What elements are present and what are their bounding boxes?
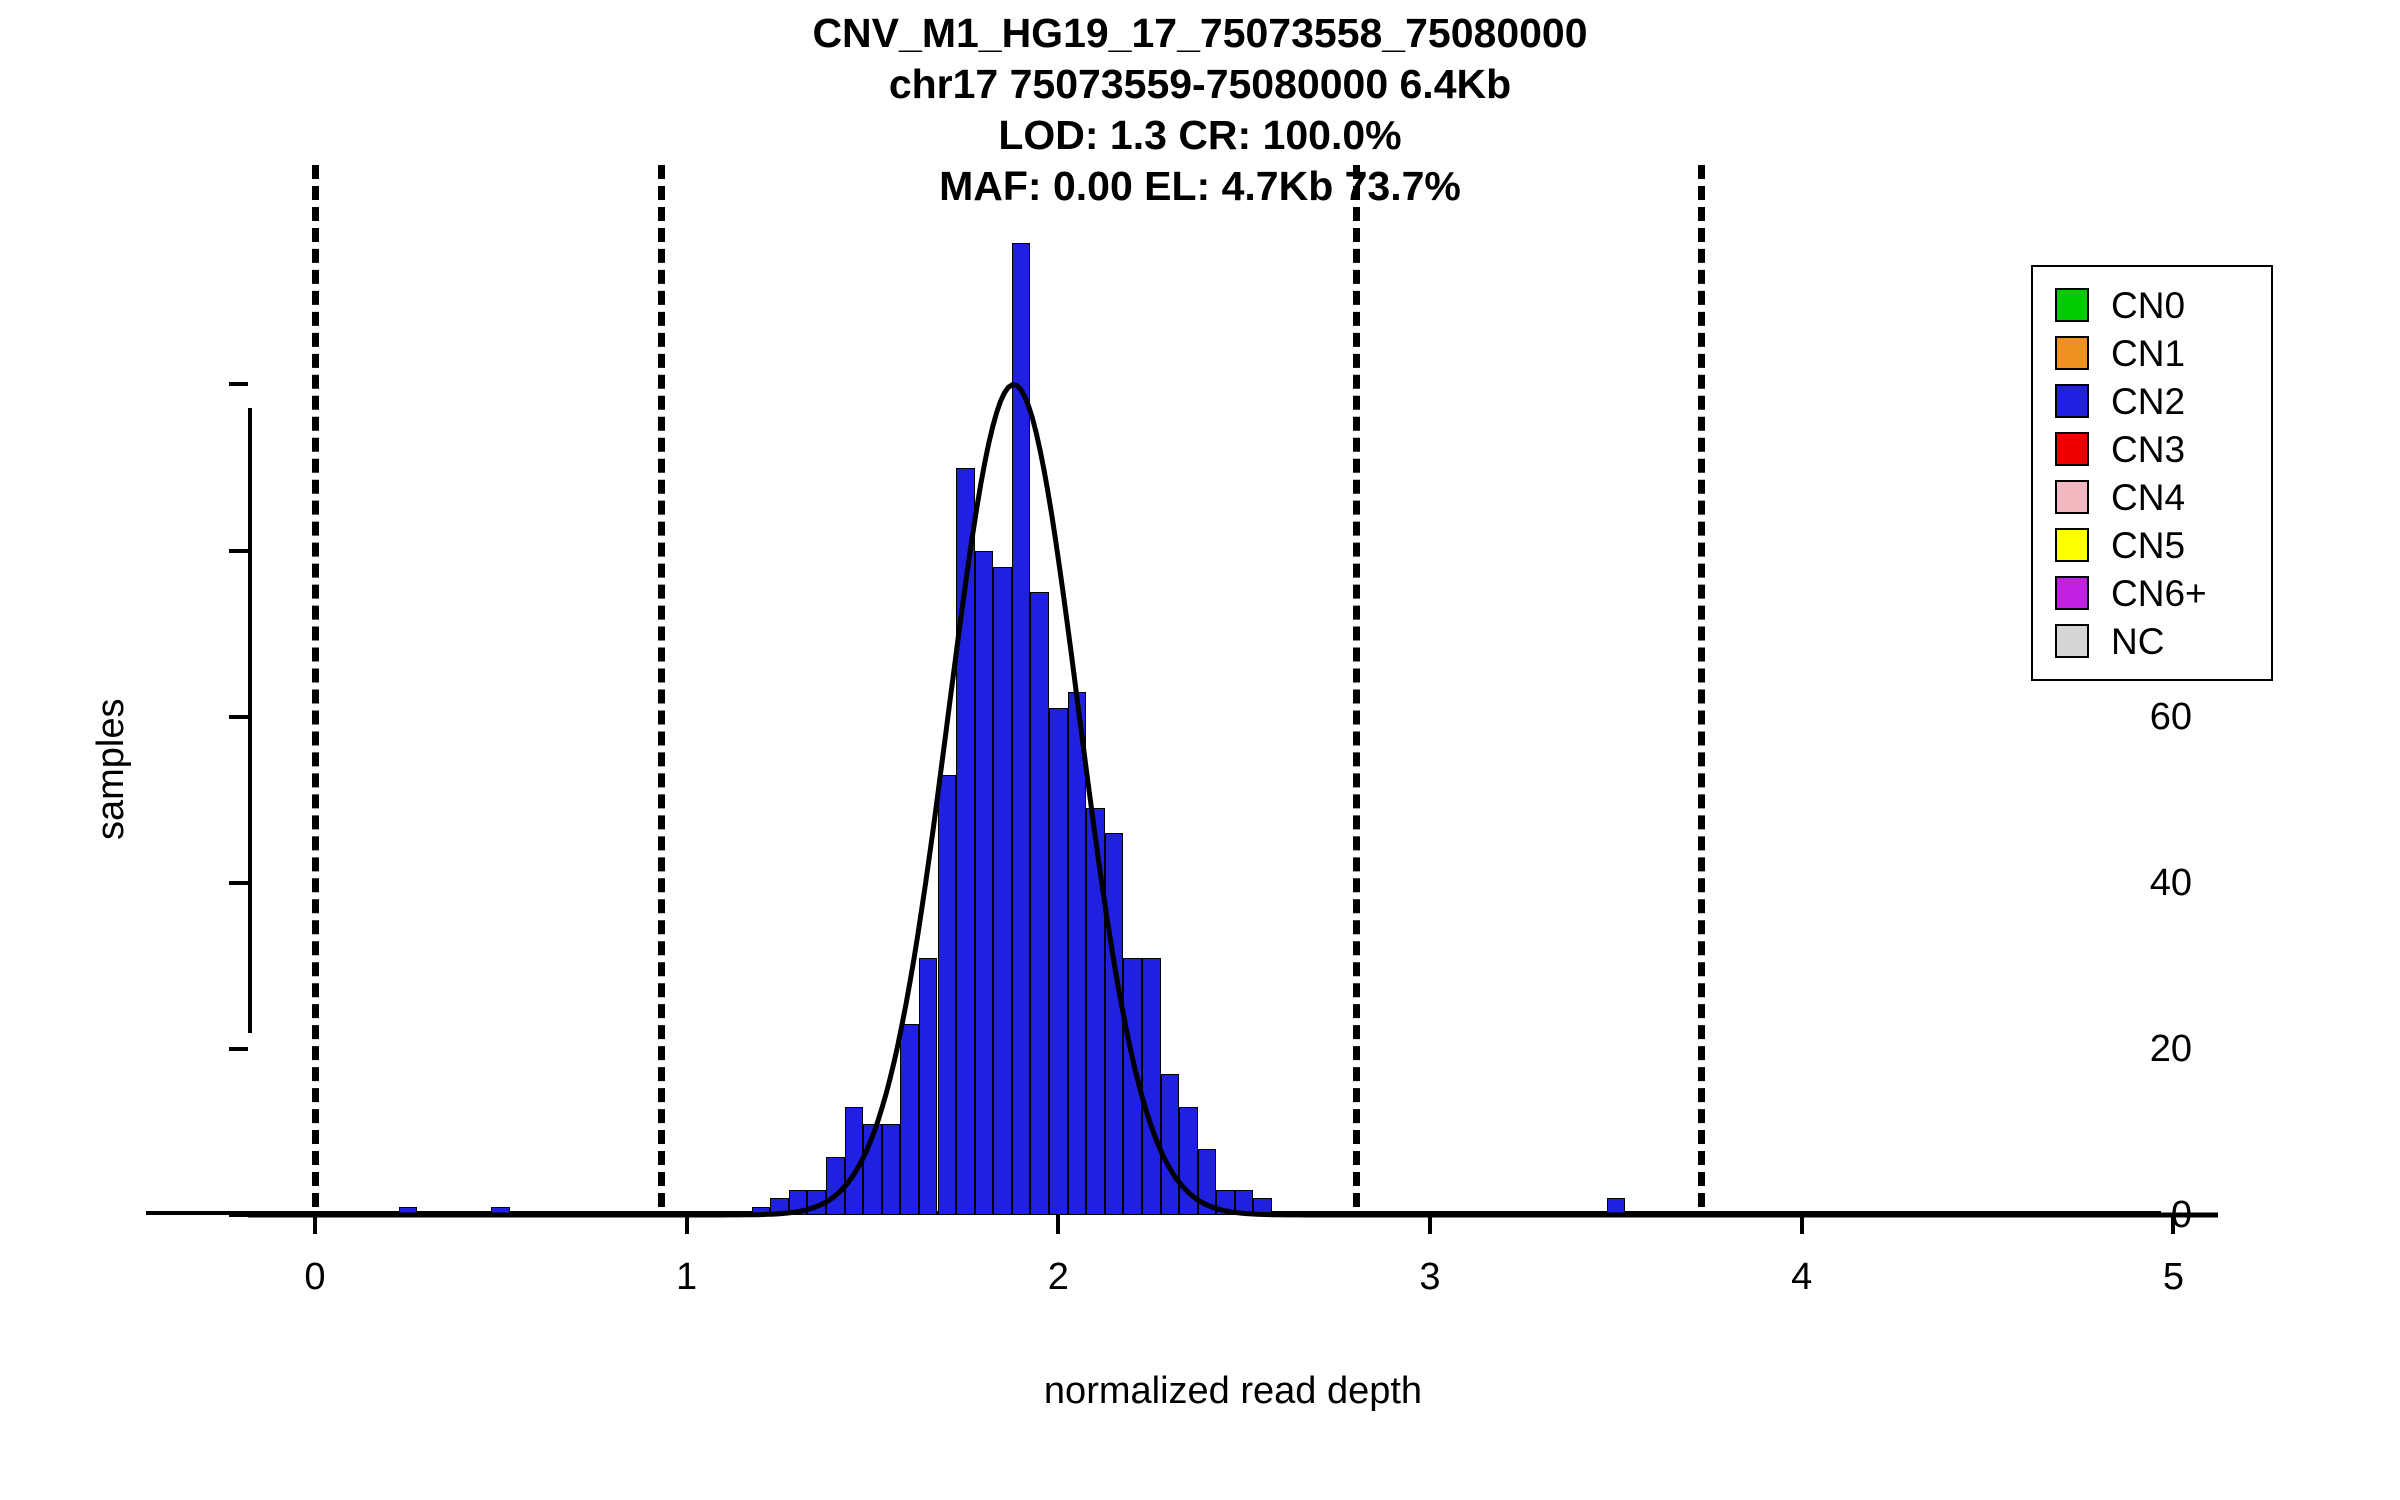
histogram-bar <box>1086 808 1105 1215</box>
y-axis-line <box>248 408 252 1033</box>
legend-swatch-icon <box>2055 384 2089 418</box>
legend-item-cn3[interactable]: CN3 <box>2033 425 2271 473</box>
cn-boundary-line <box>657 165 665 1207</box>
x-axis-tick <box>2171 1215 2176 1234</box>
x-axis-tick-label: 0 <box>304 1256 326 1298</box>
legend-swatch-icon <box>2055 336 2089 370</box>
x-axis-tick-label: 2 <box>1047 1256 1069 1298</box>
cn-boundary-line <box>311 165 319 1207</box>
histogram-bar <box>974 550 994 1215</box>
legend-item-nc[interactable]: NC <box>2033 617 2271 665</box>
y-axis-title: samples <box>90 698 132 841</box>
legend-item-cn5[interactable]: CN5 <box>2033 521 2271 569</box>
x-axis-tick <box>312 1215 317 1234</box>
legend-item-label: CN4 <box>2111 476 2186 518</box>
legend-swatch-icon <box>2055 288 2089 322</box>
y-axis-tick <box>229 714 248 719</box>
legend-item-label: CN3 <box>2111 428 2186 470</box>
legend-item-label: CN5 <box>2111 524 2186 566</box>
title-line-2: chr17 75073559-75080000 6.4Kb <box>888 61 1512 107</box>
y-axis-tick <box>229 1046 248 1051</box>
legend-item-cn6plus[interactable]: CN6+ <box>2033 569 2271 617</box>
legend-item-label: CN6+ <box>2111 572 2207 614</box>
histogram-bar <box>1197 1148 1217 1215</box>
title-line-3: LOD: 1.3 CR: 100.0% <box>998 112 1402 158</box>
x-axis-tick-label: 5 <box>2162 1256 2184 1298</box>
legend-swatch-icon <box>2055 624 2089 658</box>
x-axis-tick <box>1428 1215 1432 1234</box>
legend-swatch-icon <box>2055 480 2089 514</box>
y-axis-tick-label: 20 <box>2149 1027 2192 1070</box>
legend-swatch-icon <box>2055 432 2089 466</box>
y-axis-tick-label: 60 <box>2149 695 2192 738</box>
legend-item-label: CN0 <box>2111 284 2186 326</box>
chart-title-block: CNV_M1_HG19_17_75073558_75080000 chr17 7… <box>0 8 2400 212</box>
x-axis-tick-label: 1 <box>676 1256 698 1298</box>
histogram-bar <box>900 1023 919 1215</box>
x-axis-title: normalized read depth <box>1043 1370 1423 1412</box>
histogram-bar <box>1049 708 1068 1215</box>
legend-item-label: NC <box>2111 620 2165 662</box>
title-line-4: MAF: 0.00 EL: 4.7Kb 73.7% <box>939 163 1461 209</box>
legend-item-cn1[interactable]: CN1 <box>2033 329 2271 377</box>
histogram-bar <box>1011 243 1031 1215</box>
legend-item-cn2[interactable]: CN2 <box>2033 377 2271 425</box>
x-axis-tick-label: 4 <box>1791 1256 1813 1298</box>
cn-boundary-line <box>1352 165 1360 1207</box>
legend-swatch-icon <box>2055 528 2089 562</box>
legend-box: CN0 CN1 CN2 CN3 CN4 CN5 CN6+ NC <box>2031 265 2273 681</box>
title-line-1: CNV_M1_HG19_17_75073558_75080000 <box>812 10 1588 56</box>
x-axis-tick-label: 3 <box>1419 1256 1441 1298</box>
y-axis-tick <box>229 880 248 885</box>
gaussian-fit-curve <box>248 382 2218 1218</box>
legend-item-label: CN1 <box>2111 332 2186 374</box>
x-axis-tick <box>684 1215 689 1234</box>
histogram-bar <box>1141 957 1161 1215</box>
legend-item-cn0[interactable]: CN0 <box>2033 281 2271 329</box>
histogram-bar <box>918 957 938 1215</box>
x-axis-tick <box>1799 1215 1804 1234</box>
cn-boundary-line <box>1698 165 1706 1207</box>
histogram-bar <box>956 467 975 1215</box>
histogram-bar <box>937 774 957 1215</box>
x-axis-tick <box>1056 1215 1061 1234</box>
y-axis-tick <box>229 1213 248 1217</box>
plot-inner: 020406080100012345 <box>146 165 2218 1296</box>
y-axis-tick-label: 40 <box>2149 861 2192 904</box>
histogram-bar <box>993 567 1012 1215</box>
histogram-bar <box>1030 592 1049 1215</box>
legend-swatch-icon <box>2055 576 2089 610</box>
y-axis-tick <box>229 382 248 387</box>
y-axis-tick <box>229 548 248 553</box>
legend-item-cn4[interactable]: CN4 <box>2033 473 2271 521</box>
histogram-bar <box>881 1123 901 1215</box>
legend-item-label: CN2 <box>2111 380 2186 422</box>
plot-area: 020406080100012345 normalized read depth <box>146 165 2218 1412</box>
